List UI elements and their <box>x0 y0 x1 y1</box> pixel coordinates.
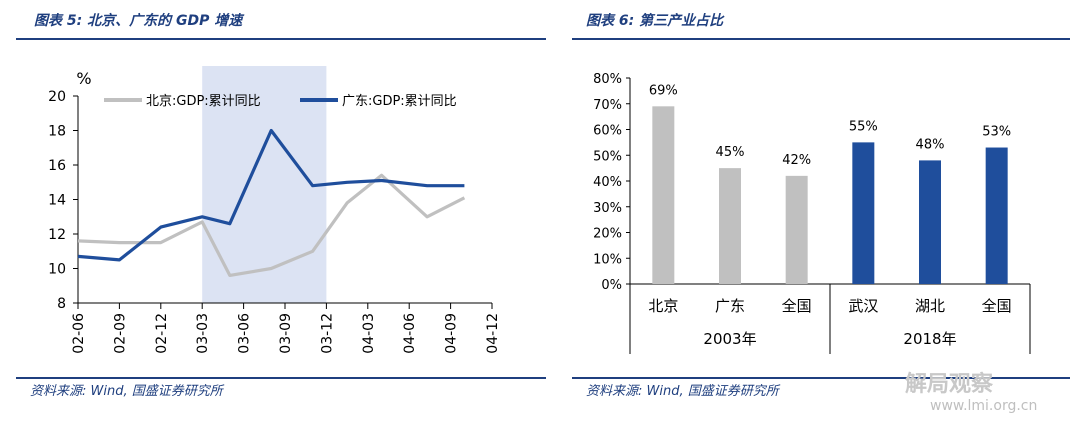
left-title-rule <box>16 38 546 40</box>
guangdong-gdp-line <box>77 128 465 262</box>
tertiary-share-bar-chart: 0% 10% 20% 30% 40% 50% 60% 70% 80% 69% 北京 45% 广东 42% 全… <box>593 72 1031 354</box>
x-tick-label: 04-06 <box>402 313 418 354</box>
right-title-rule <box>572 38 1070 40</box>
y-tick-label: 60% <box>593 124 622 139</box>
x-tick-label: 03-03 <box>195 313 211 354</box>
x-category-label: 北京 <box>648 297 678 315</box>
right-source-note: 资料来源: Wind, 国盛证券研究所 <box>586 384 779 399</box>
legend-label: 北京:GDP:累计同比 <box>146 94 261 109</box>
y-tick-label: 70% <box>593 98 622 113</box>
bar-data-label: 48% <box>916 137 945 152</box>
right-chart-title: 图表 6: 第三产业占比 <box>586 13 724 29</box>
bar <box>785 175 808 284</box>
y-tick-label: 18 <box>48 124 66 140</box>
x-tick-label: 04-09 <box>444 313 460 354</box>
watermark-url: www.lmi.org.cn <box>930 398 1038 414</box>
y-tick-label: 10 <box>48 262 66 278</box>
bar-data-label: 53% <box>982 125 1011 140</box>
y-tick-label: 14 <box>48 193 66 209</box>
bar-data-label: 69% <box>649 83 678 98</box>
y-tick-label: 0% <box>601 278 622 293</box>
x-tick-label: 04-12 <box>485 313 501 354</box>
gdp-line-chart: 8 10 12 14 16 18 20% 02-06 02-09 02-12 03-03 03-06 0… <box>48 66 501 354</box>
group-label: 2018年 <box>903 330 956 348</box>
watermark-logo-text: 解局观察 <box>905 372 994 397</box>
x-tick-label: 03-12 <box>319 313 335 354</box>
x-tick-label: 02-12 <box>154 313 170 354</box>
y-tick-label: 16 <box>48 158 66 174</box>
beijing-gdp-line <box>77 173 466 277</box>
legend-label: 广东:GDP:累计同比 <box>342 94 457 109</box>
x-category-label: 武汉 <box>848 297 878 315</box>
bar <box>919 160 941 284</box>
bar-data-label: 45% <box>716 145 745 160</box>
bar <box>852 142 875 284</box>
bar-data-label: 55% <box>849 119 878 134</box>
y-tick-label: 20% <box>593 227 622 242</box>
left-source-note: 资料来源: Wind, 国盛证券研究所 <box>30 384 223 399</box>
y-tick-label: 30% <box>593 201 622 216</box>
group-label: 2003年 <box>703 330 756 348</box>
y-tick-label: 10% <box>593 252 622 267</box>
x-category-label: 湖北 <box>915 297 945 315</box>
x-category-label: 全国 <box>782 297 812 315</box>
bar <box>985 147 1008 284</box>
bar-data-label: 42% <box>782 153 811 168</box>
x-tick-label: 02-09 <box>112 313 128 354</box>
x-tick-label: 03-06 <box>237 313 253 354</box>
y-tick-label: 12 <box>48 227 66 243</box>
x-category-label: 广东 <box>715 297 745 315</box>
x-tick-label: 04-03 <box>361 313 377 354</box>
x-tick-label: 03-09 <box>278 313 294 354</box>
x-category-label: 全国 <box>982 297 1012 315</box>
y-tick-label: 80% <box>593 72 622 87</box>
bar <box>719 168 741 284</box>
left-footer-rule <box>16 377 546 379</box>
y-tick-label: 8 <box>57 296 66 312</box>
right-footer-rule <box>572 377 1070 379</box>
x-tick-label: 02-06 <box>71 313 87 354</box>
y-tick-label: 20 <box>48 89 66 105</box>
y-tick-label: 40% <box>593 175 622 190</box>
y-axis-unit: % <box>76 69 91 88</box>
y-tick-label: 50% <box>593 149 622 164</box>
bar <box>652 106 675 284</box>
left-chart-title: 图表 5: 北京、广东的 GDP 增速 <box>34 13 243 29</box>
